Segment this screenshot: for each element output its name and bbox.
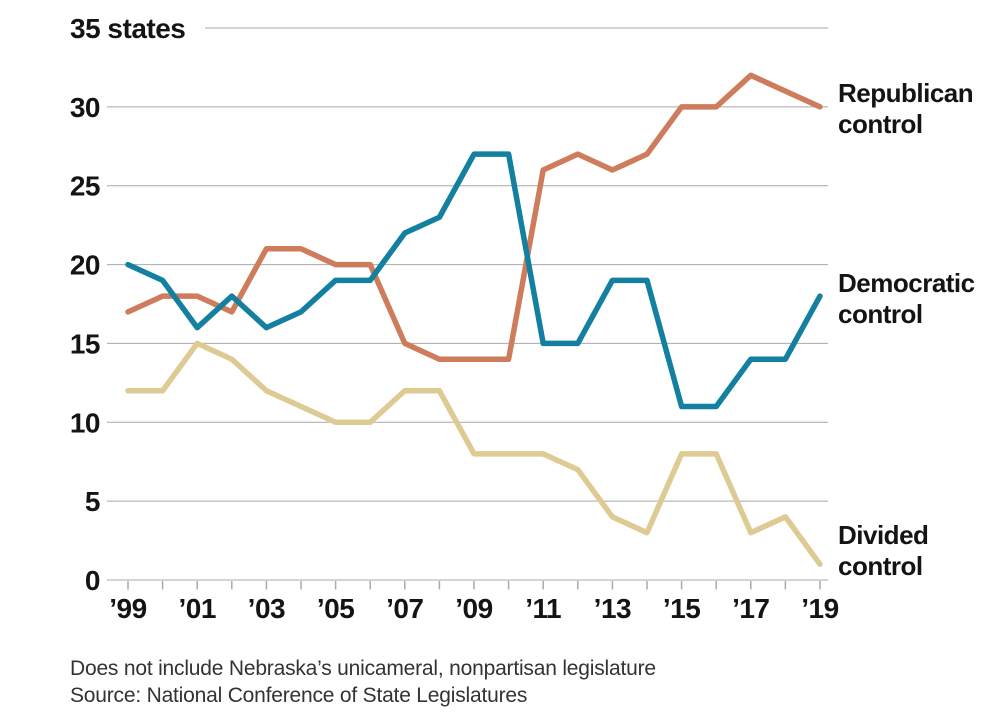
x-tick-label-2003: ’03 [248, 593, 285, 624]
republican-line [125, 72, 823, 362]
y-tick-label-15: 15 [70, 328, 100, 359]
divided-line [125, 340, 823, 567]
democratic-series-label: Democratic control [838, 268, 975, 329]
y-tick-label-30: 30 [70, 92, 100, 123]
x-tick-label-2001: ’01 [178, 593, 215, 624]
chart-source: Source: National Conference of State Leg… [70, 684, 528, 707]
x-tick-label-2005: ’05 [317, 593, 354, 624]
x-tick-label-1999: ’99 [109, 593, 146, 624]
chart-note: Does not include Nebraska’s unicameral, … [70, 657, 656, 680]
y-tick-label-10: 10 [70, 407, 100, 438]
y-tick-label-25: 25 [70, 171, 100, 202]
x-tick-label-2013: ’13 [594, 593, 631, 624]
y-tick-label-35: 35 states [70, 13, 185, 44]
x-tick-label-2017: ’17 [732, 593, 769, 624]
x-tick-label-2011: ’11 [525, 593, 561, 624]
republican-series-label: Republican control [838, 78, 974, 139]
x-tick-label-2007: ’07 [386, 593, 423, 624]
y-tick-label-0: 0 [85, 565, 100, 596]
x-tick-label-2019: ’19 [801, 593, 838, 624]
y-tick-label-20: 20 [70, 250, 100, 281]
x-tick-label-2009: ’09 [455, 593, 492, 624]
x-tick-label-2015: ’15 [663, 593, 700, 624]
democratic-line [125, 151, 823, 410]
y-tick-label-5: 5 [85, 486, 100, 517]
divided-series-label: Divided control [838, 520, 929, 581]
